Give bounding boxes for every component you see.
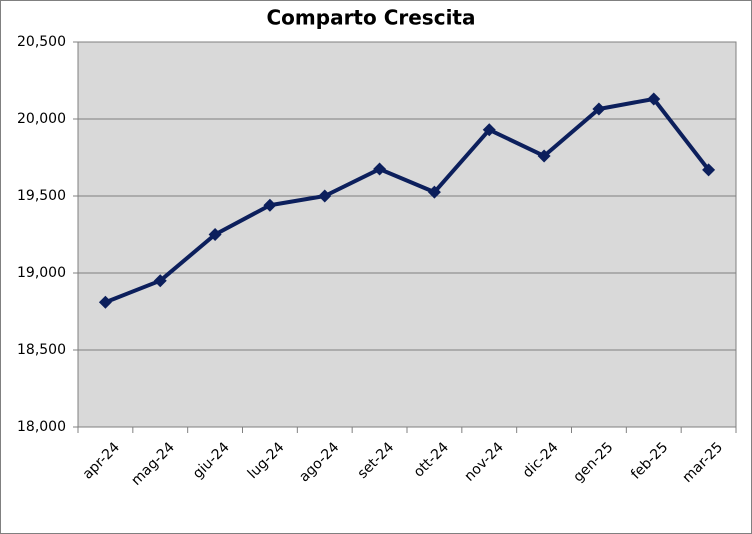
y-tick-label: 18,000 — [17, 419, 66, 435]
series-line — [104, 96, 711, 305]
plot-area — [77, 41, 737, 428]
data-marker — [263, 198, 277, 212]
y-tick-label: 20,500 — [17, 34, 66, 50]
data-marker — [153, 274, 167, 288]
data-marker — [98, 295, 112, 309]
y-tick-label: 18,500 — [17, 342, 66, 358]
data-marker — [208, 228, 222, 241]
data-marker — [427, 185, 441, 199]
y-tick-label: 19,500 — [17, 188, 66, 204]
data-marker — [647, 92, 661, 106]
data-marker — [592, 102, 606, 116]
data-marker — [318, 189, 332, 203]
chart-title: Comparto Crescita — [267, 6, 476, 30]
data-marker — [537, 149, 551, 163]
y-tick-label: 19,000 — [17, 265, 66, 281]
data-marker — [373, 162, 387, 176]
y-tick-label: 20,000 — [17, 111, 66, 127]
data-marker — [702, 163, 716, 177]
data-marker — [482, 123, 496, 137]
